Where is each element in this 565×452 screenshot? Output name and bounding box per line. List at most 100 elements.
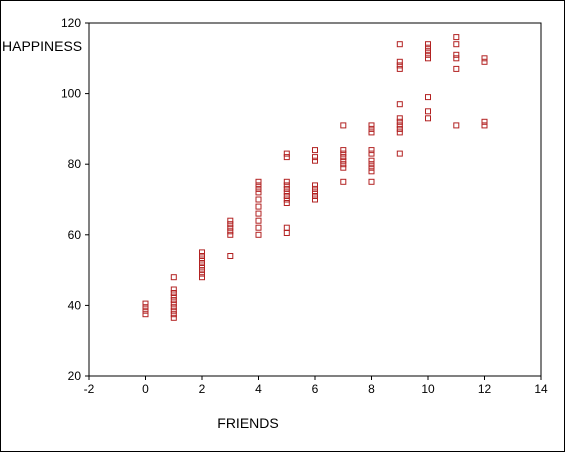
data-point — [255, 224, 262, 231]
data-point — [227, 253, 234, 259]
data-point — [170, 290, 177, 296]
data-point — [312, 193, 318, 199]
data-point — [255, 189, 262, 196]
data-point — [199, 267, 205, 274]
x-axis-title: FRIENDS — [217, 415, 278, 431]
x-tick-label: 0 — [142, 382, 149, 396]
data-point — [199, 263, 205, 270]
data-point — [312, 157, 318, 164]
data-point — [283, 200, 290, 206]
data-points — [142, 34, 488, 321]
data-point — [368, 122, 375, 129]
data-point — [396, 41, 403, 48]
x-tick-label: 14 — [534, 382, 548, 396]
data-point — [425, 48, 431, 55]
data-point — [368, 147, 375, 154]
data-point — [255, 210, 262, 217]
data-point — [396, 115, 403, 122]
data-point — [255, 203, 262, 210]
data-point — [425, 51, 431, 58]
data-point — [142, 300, 149, 307]
data-point — [425, 41, 431, 48]
data-point — [170, 314, 177, 321]
data-point — [481, 118, 488, 125]
data-point — [340, 161, 347, 168]
data-point — [199, 253, 205, 259]
data-point — [425, 108, 431, 115]
y-tick-label: 60 — [68, 228, 82, 242]
data-point — [396, 150, 403, 157]
data-point — [425, 94, 431, 101]
x-tick-label: 8 — [368, 382, 375, 396]
data-point — [283, 193, 290, 199]
y-axis-title: HAPPINESS — [2, 38, 82, 54]
data-point — [396, 122, 403, 129]
data-point — [142, 304, 149, 311]
data-point — [312, 196, 318, 203]
data-point — [227, 217, 234, 224]
axis-ticks: -2 0 2 4 6 8 10 12 14 20 40 60 80 100 120 — [61, 16, 548, 396]
data-point — [453, 122, 460, 129]
data-point — [368, 129, 375, 136]
data-point — [283, 196, 290, 203]
data-point — [255, 231, 262, 238]
data-point — [425, 115, 431, 122]
data-point — [199, 270, 205, 277]
y-tick-label: 80 — [68, 157, 82, 171]
data-point — [227, 231, 234, 238]
data-point — [368, 164, 375, 171]
data-point — [481, 58, 488, 65]
data-point — [283, 189, 290, 196]
data-point — [340, 157, 347, 164]
data-point — [227, 224, 234, 231]
data-point — [170, 297, 177, 304]
data-point — [283, 178, 290, 185]
y-tick-label: 40 — [68, 298, 82, 312]
data-point — [453, 65, 460, 72]
data-point — [312, 147, 318, 154]
data-point — [170, 304, 177, 311]
data-point — [340, 150, 347, 157]
data-point — [199, 249, 205, 256]
data-point — [142, 311, 149, 318]
data-point — [425, 44, 431, 51]
data-point — [368, 157, 375, 164]
data-point — [368, 125, 375, 132]
data-point — [453, 55, 460, 62]
data-point — [368, 150, 375, 157]
data-point — [396, 101, 403, 108]
data-point — [170, 300, 177, 307]
data-point — [255, 182, 262, 189]
data-point — [283, 224, 290, 231]
data-point — [283, 182, 290, 189]
plot-area — [88, 22, 542, 377]
data-point — [340, 164, 347, 171]
data-point — [340, 178, 347, 185]
data-point — [283, 154, 290, 161]
data-point — [255, 217, 262, 224]
data-point — [199, 256, 205, 263]
data-point — [170, 293, 177, 300]
data-point — [312, 154, 318, 161]
data-point — [396, 65, 403, 72]
x-tick-label: 12 — [478, 382, 492, 396]
data-point — [453, 41, 460, 48]
data-point — [312, 182, 318, 189]
data-point — [396, 118, 403, 125]
y-tick-label: 120 — [61, 16, 81, 30]
data-point — [340, 147, 347, 154]
data-point — [227, 221, 234, 228]
data-point — [312, 189, 318, 196]
data-point — [283, 185, 290, 192]
plot-border — [88, 22, 542, 377]
data-point — [453, 34, 460, 41]
data-point — [170, 286, 177, 293]
data-point — [170, 307, 177, 314]
data-point — [368, 168, 375, 175]
data-point — [283, 150, 290, 157]
x-tick-label: 4 — [255, 382, 262, 396]
data-point — [255, 185, 262, 192]
data-point — [396, 58, 403, 65]
data-point — [396, 129, 403, 136]
